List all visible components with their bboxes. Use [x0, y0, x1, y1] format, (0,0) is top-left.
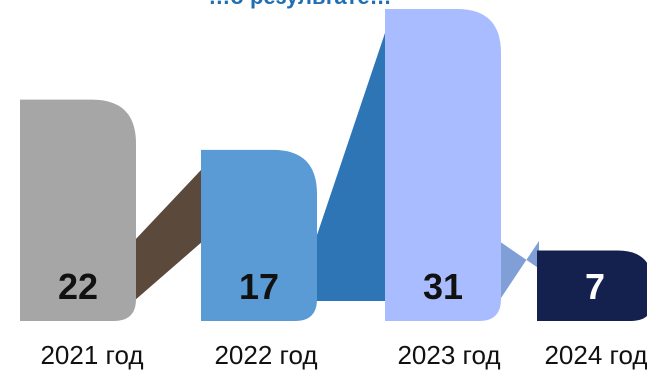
connector-3 [499, 241, 539, 301]
chart-title: …о результате… [150, 0, 450, 10]
category-label-1: 2021 год [40, 340, 143, 370]
bars-group [20, 9, 647, 321]
bar-2 [201, 149, 317, 321]
connectors-group [134, 27, 539, 301]
bar-1 [20, 99, 136, 321]
connector-2 [315, 27, 387, 301]
bar-4 [537, 250, 647, 321]
category-label-2: 2022 год [214, 340, 317, 370]
value-label-3: 31 [423, 266, 463, 307]
value-label-2: 17 [239, 266, 279, 307]
category-label-4: 2024 год [544, 340, 647, 370]
bar-3 [385, 9, 501, 321]
value-labels-group: 22 17 31 7 [58, 266, 605, 307]
connector-1 [134, 167, 203, 301]
value-label-1: 22 [58, 266, 98, 307]
category-labels-group: 2021 год 2022 год 2023 год 2024 год [40, 340, 647, 370]
category-label-3: 2023 год [397, 340, 500, 370]
value-label-4: 7 [585, 266, 605, 307]
